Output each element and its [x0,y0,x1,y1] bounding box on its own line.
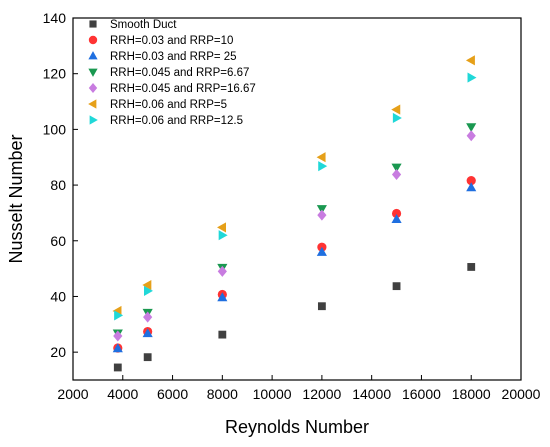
legend-marker [88,99,97,109]
legend-entry: Smooth Duct [89,19,177,31]
data-points-layer [112,55,477,372]
data-point-series-5 [217,265,227,277]
y-axis-title: Nusselt Number [6,134,26,263]
data-point-series-7 [392,112,402,124]
data-point-series-7 [143,285,153,296]
data-point-series-7 [218,230,228,241]
data-point-series-5 [143,311,153,323]
data-point-series-6 [465,55,475,66]
legend-marker [88,35,98,45]
y-tick-label: 20 [50,344,66,360]
data-point-series-3 [466,182,477,192]
data-point-series-1 [392,282,401,291]
data-point-series-2 [466,176,476,186]
legend: Smooth Duct RRH=0.03 and RRP=10 RRH=0.03 a… [88,19,256,127]
data-point-series-5 [113,330,123,342]
legend-marker [89,20,97,28]
legend-entry: RRH=0.03 and RRP=10 [88,35,233,47]
data-point-series-1 [317,302,326,311]
y-tick-label: 60 [50,233,66,249]
legend-label: RRH=0.045 and RRP=16.67 [110,83,256,95]
data-point-series-7 [114,310,124,321]
legend-marker [88,68,98,77]
legend-entry: RRH=0.06 and RRP=12.5 [89,115,243,127]
data-point-series-3 [112,343,123,353]
data-point-series-3 [316,246,327,256]
data-point-series-2 [391,208,402,219]
x-tick-label: 4000 [107,386,138,402]
legend-label: RRH=0.03 and RRP=10 [110,35,233,47]
data-point-series-5 [466,130,476,142]
x-tick-label: 20000 [502,386,541,402]
x-tick-label: 16000 [402,386,441,402]
data-point-series-6 [316,152,326,163]
x-tick-label: 12000 [302,386,341,402]
legend-label: RRH=0.045 and RRP=6.67 [110,67,249,79]
y-tick-label: 40 [50,288,66,304]
x-tick-label: 2000 [57,386,88,402]
plot-area-frame [72,17,522,381]
tick-layer: 2000 4000 6000 8000 10000 12000 14000 16000 1800… [43,10,541,402]
y-tick-label: 120 [43,66,67,82]
data-point-series-1 [143,353,152,362]
data-point-series-6 [391,104,401,115]
data-point-series-6 [217,222,227,233]
data-point-series-5 [317,209,327,221]
legend-entry: RRH=0.045 and RRP=16.67 [88,82,256,95]
data-point-series-3 [217,292,228,302]
data-point-series-5 [391,168,402,181]
data-point-series-6 [142,279,152,291]
legend-label: RRH=0.03 and RRP= 25 [110,51,237,63]
x-axis-title: Reynolds Number [225,417,369,437]
data-point-series-7 [318,161,328,172]
legend-marker [89,115,98,125]
x-tick-label: 8000 [207,386,238,402]
x-tick-label: 10000 [253,386,292,402]
data-point-series-3 [391,214,402,224]
x-tick-label: 18000 [452,386,491,402]
x-tick-label: 6000 [157,386,188,402]
data-point-series-1 [218,330,227,339]
data-point-series-1 [113,363,122,372]
y-tick-label: 140 [43,10,67,26]
legend-marker [88,51,98,60]
y-tick-label: 80 [50,177,66,193]
data-point-series-4 [316,205,327,215]
data-point-series-1 [467,263,476,271]
legend-entry: RRH=0.045 and RRP=6.67 [88,67,249,79]
data-point-series-7 [467,72,477,83]
legend-entry: RRH=0.06 and RRP=5 [88,99,227,111]
legend-marker [88,82,98,94]
y-tick-label: 100 [43,121,67,137]
legend-entry: RRH=0.03 and RRP= 25 [88,51,237,63]
data-point-series-4 [391,163,402,173]
data-point-series-3 [142,328,153,338]
legend-label: RRH=0.06 and RRP=12.5 [110,115,243,127]
data-point-series-4 [466,123,477,133]
x-tick-label: 14000 [352,386,391,402]
legend-label: RRH=0.06 and RRP=5 [110,99,227,111]
legend-label: Smooth Duct [110,19,177,31]
